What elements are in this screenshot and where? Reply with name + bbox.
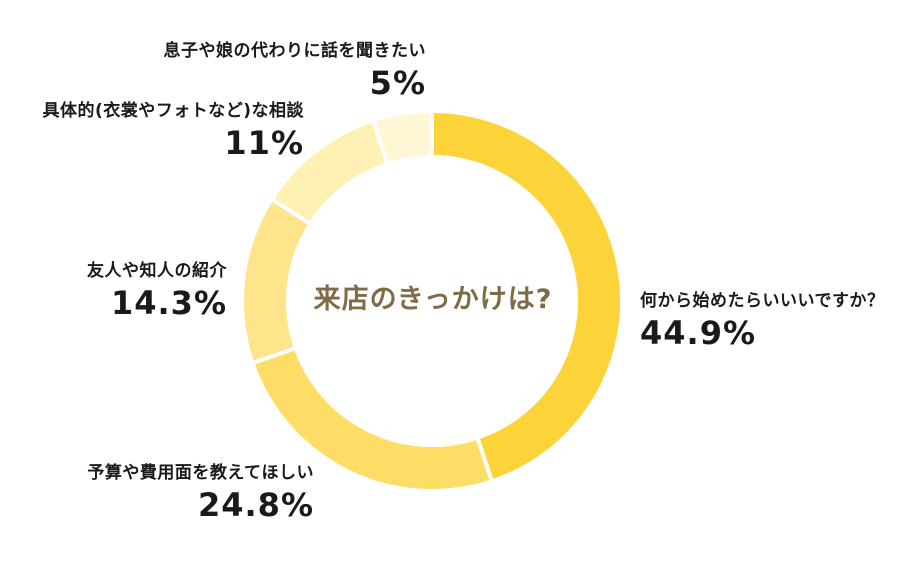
slice-value-3: 11%: [224, 124, 304, 162]
donut-slice-4: [370, 108, 434, 167]
slice-value-2: 14.3%: [110, 284, 227, 322]
slice-label-4: 息子や娘の代わりに話を聞きたい 5%: [164, 36, 427, 99]
slice-category-4: 息子や娘の代わりに話を聞きたい: [163, 41, 426, 61]
slice-value-0: 44.9%: [640, 314, 757, 352]
donut-slices: [240, 108, 624, 493]
slice-label-1: 予算や費用面を教えてほしい 24.8%: [87, 458, 314, 521]
slice-category-3: 具体的(衣裳やフォトなど)な相談: [42, 101, 304, 121]
slice-value-1: 24.8%: [197, 486, 314, 524]
slice-label-0: 何から始めたらいいいですか？ 44.9%: [640, 286, 885, 349]
slice-category-1: 予算や費用面を教えてほしい: [87, 463, 314, 483]
slice-label-3: 具体的(衣裳やフォトなど)な相談 11%: [42, 96, 304, 159]
slice-category-2: 友人や知人の紹介: [87, 261, 227, 281]
slice-category-0: 何から始めたらいいいですか？: [640, 291, 885, 311]
chart-title: 来店のきっかけは?: [313, 284, 553, 315]
donut-slice-0: [430, 108, 624, 484]
slice-value-4: 5%: [369, 64, 426, 102]
slice-label-2: 友人や知人の紹介 14.3%: [87, 256, 227, 319]
